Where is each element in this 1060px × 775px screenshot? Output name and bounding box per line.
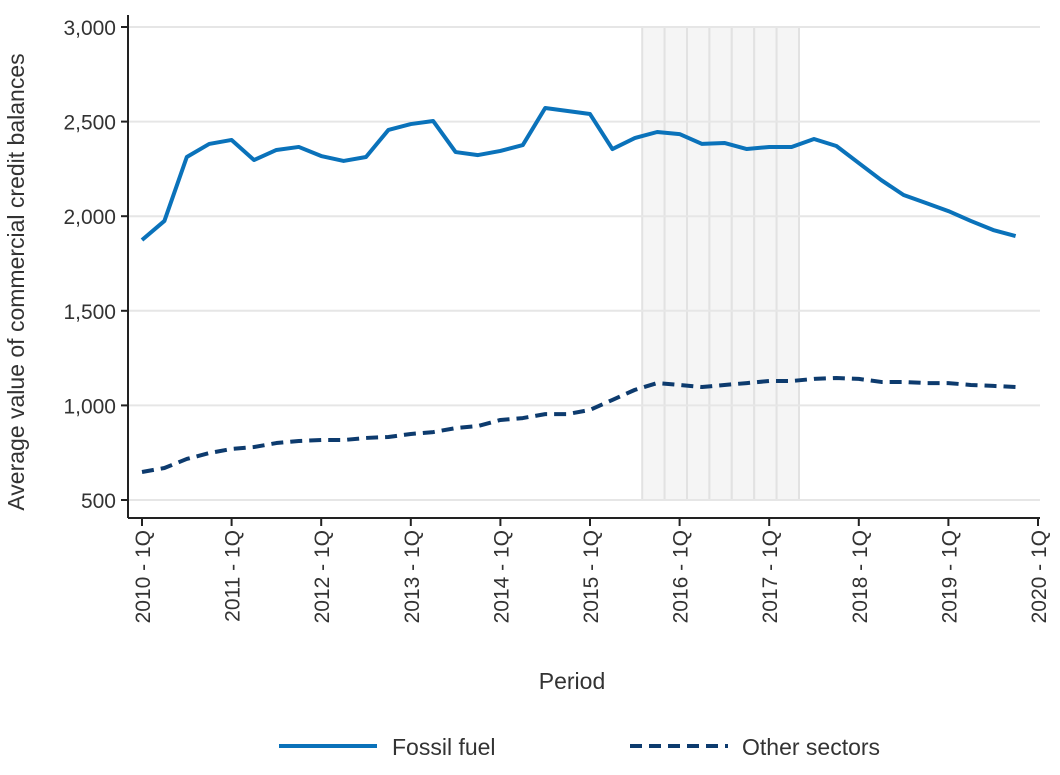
shaded-band — [753, 26, 778, 501]
axes: 500 1,000 1,500 2,000 2,500 3,000 2010 - 1Q 201… — [63, 15, 1051, 623]
y-tick-label: 500 — [81, 490, 116, 513]
legend-label-fossil-fuel: Fossil fuel — [392, 734, 496, 760]
y-tick-label: 2,500 — [63, 112, 116, 135]
x-tick-label: 2012 - 1Q — [311, 530, 334, 623]
x-tick-label: 2019 - 1Q — [938, 530, 961, 623]
legend: Fossil fuel Other sectors — [279, 734, 880, 760]
shaded-band — [730, 26, 756, 501]
legend-label-other-sectors: Other sectors — [742, 734, 880, 760]
y-tick-label: 1,500 — [63, 301, 116, 324]
gridlines — [128, 26, 1040, 501]
y-tick-label: 3,000 — [63, 17, 116, 40]
x-tick-label: 2017 - 1Q — [759, 530, 782, 623]
series-line-fossil-fuel — [140, 105, 1017, 242]
x-tick-label: 2011 - 1Q — [222, 530, 245, 622]
shaded-band — [686, 26, 711, 501]
series-line-other-sectors — [141, 375, 1016, 474]
shaded-band — [641, 26, 666, 501]
y-axis-label: Average value of commercial credit balan… — [3, 53, 29, 510]
x-tick-label: 2010 - 1Q — [132, 530, 155, 623]
shaded-band — [708, 26, 733, 501]
y-tick-label: 1,000 — [63, 395, 116, 418]
shaded-band — [775, 26, 800, 501]
x-tick-label: 2015 - 1Q — [580, 530, 603, 623]
x-tick-label: 2020 - 1Q — [1028, 530, 1051, 623]
series-lines — [140, 105, 1017, 474]
x-tick-label: 2016 - 1Q — [670, 530, 693, 623]
y-tick-label: 2,000 — [63, 206, 116, 229]
x-axis-label: Period — [539, 668, 605, 694]
shaded-band — [663, 26, 688, 501]
x-tick-label: 2018 - 1Q — [849, 530, 872, 623]
shaded-period — [641, 26, 800, 501]
x-tick-label: 2014 - 1Q — [490, 530, 513, 623]
x-tick-label: 2013 - 1Q — [401, 530, 424, 623]
